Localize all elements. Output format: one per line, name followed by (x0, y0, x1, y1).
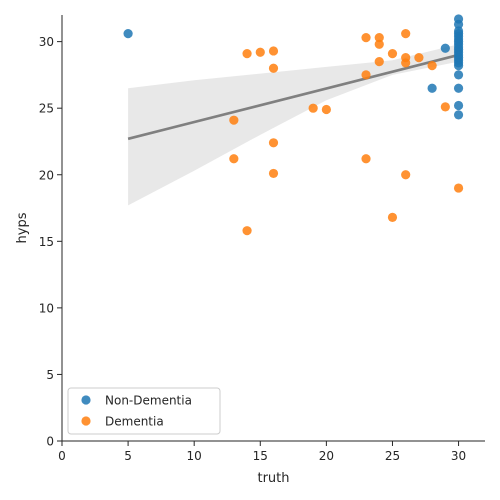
data-point (374, 33, 384, 43)
x-tick-label: 10 (187, 449, 202, 463)
legend-marker (81, 416, 91, 426)
legend-box (67, 387, 221, 435)
data-point (387, 212, 398, 222)
y-tick-label: 15 (39, 235, 54, 249)
data-point (268, 46, 279, 56)
data-point (453, 70, 464, 80)
x-axis-title: truth (257, 471, 289, 486)
data-point (242, 226, 252, 236)
data-point (401, 170, 411, 180)
data-point (427, 83, 437, 93)
x-tick-label: 20 (319, 449, 334, 463)
x-tick-label: 5 (124, 449, 132, 463)
confidence-band-layer (128, 44, 459, 206)
data-point (427, 60, 437, 71)
data-point (268, 168, 279, 179)
series-dementia (229, 29, 464, 236)
data-point (453, 110, 464, 120)
data-point (361, 154, 371, 164)
data-point (123, 29, 133, 39)
data-point (255, 47, 265, 57)
legend-marker (81, 395, 91, 405)
data-point (321, 104, 331, 115)
y-tick-label: 25 (39, 102, 54, 116)
data-point (453, 83, 464, 93)
y-tick-label: 20 (39, 168, 54, 182)
series-non-dementia (123, 14, 464, 120)
data-point (453, 60, 464, 71)
axes-layer (61, 15, 485, 442)
data-point (308, 103, 318, 113)
data-point (361, 70, 371, 80)
y-tick-label: 0 (46, 435, 54, 449)
ticks-layer: 0 5 10 15 20 25 30 0 5 10 15 20 25 30 (39, 35, 466, 463)
x-tick-label: 0 (58, 449, 66, 463)
data-point (374, 39, 384, 49)
data-point (401, 58, 411, 68)
data-point (453, 183, 464, 193)
points-layer (123, 14, 464, 236)
legend-label: Non-Dementia (105, 394, 192, 408)
data-point (229, 154, 239, 164)
data-point (401, 29, 411, 39)
data-point (374, 56, 384, 67)
data-point (453, 100, 464, 111)
data-point (387, 49, 398, 59)
data-point (440, 102, 450, 112)
data-point (229, 115, 239, 125)
y-tick-label: 30 (39, 35, 54, 49)
data-point (440, 43, 450, 53)
legend-label: Dementia (105, 415, 164, 429)
regression-line-layer (127, 53, 459, 141)
y-tick-label: 10 (39, 301, 54, 315)
data-point (361, 33, 371, 43)
regression-line (127, 53, 459, 141)
y-axis-title: hyps (15, 212, 30, 243)
data-point (268, 138, 279, 148)
legend: Non-Dementia Dementia (67, 387, 221, 435)
data-point (414, 53, 424, 63)
data-point (453, 19, 464, 29)
x-tick-label: 15 (253, 449, 268, 463)
x-tick-label: 25 (385, 449, 400, 463)
y-tick-label: 5 (46, 368, 54, 382)
confidence-band (128, 44, 459, 206)
data-point (268, 63, 279, 73)
data-point (242, 49, 252, 59)
x-tick-label: 30 (451, 449, 466, 463)
